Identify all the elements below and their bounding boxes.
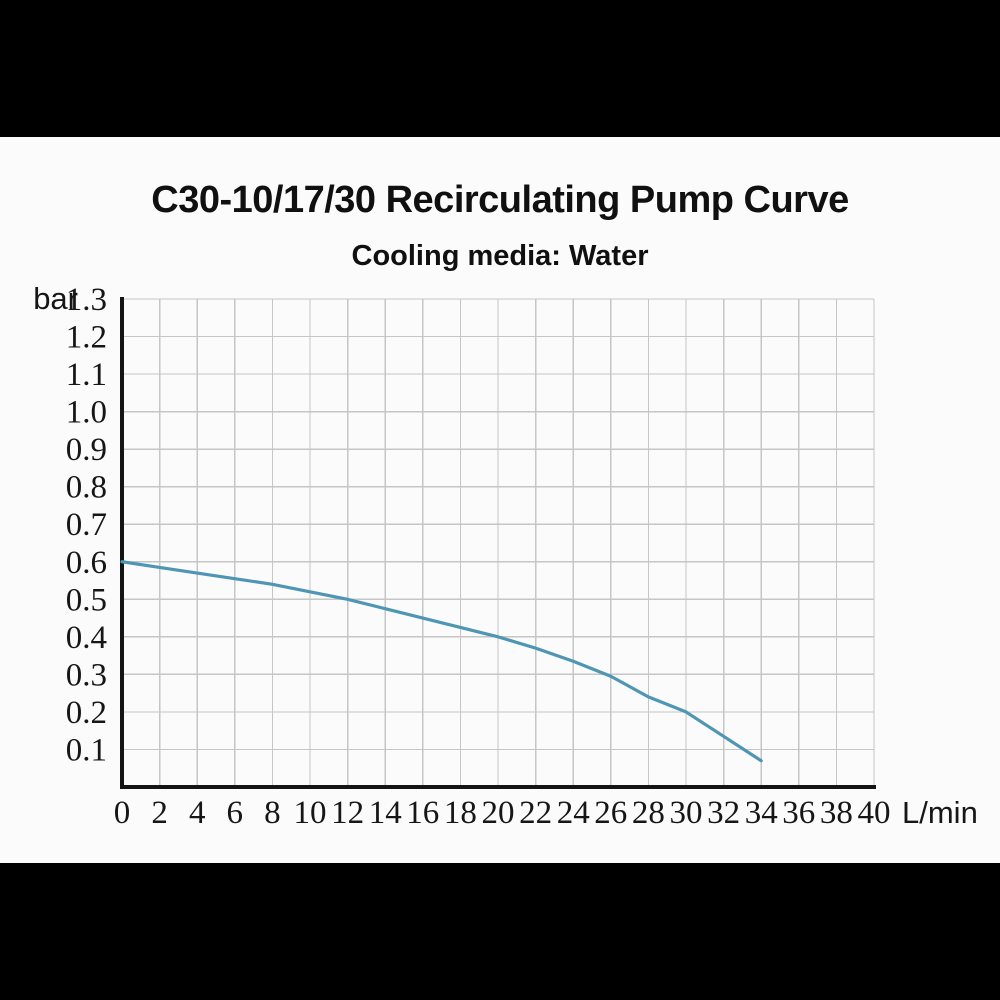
- y-tick-label: 1.0: [66, 395, 107, 431]
- pump-curve-line: [120, 560, 763, 763]
- x-tick-label: 18: [444, 795, 477, 831]
- x-tick-label: 36: [782, 795, 815, 831]
- y-tick-label: 1.3: [66, 282, 107, 318]
- pump-curve-chart: 0.10.20.30.40.50.60.70.80.91.01.11.21.30…: [33, 281, 978, 831]
- y-tick-label: 0.1: [66, 732, 107, 768]
- y-tick-label: 0.9: [66, 432, 107, 468]
- chart-panel: 0.1 0.2 0.3 0.4 0.5 0.6 0.7 0.8 0.9 1.0 1.1 1.2 1.3 0…: [0, 137, 1000, 863]
- x-tick-label: 22: [519, 795, 552, 831]
- x-tick-label: 14: [369, 795, 402, 831]
- y-tick-label: 0.5: [66, 582, 107, 618]
- y-tick-label: 0.6: [66, 545, 107, 581]
- y-tick-label: 0.2: [66, 695, 107, 731]
- axes: [120, 297, 876, 789]
- gridlines: [122, 298, 875, 787]
- x-unit-label: L/min: [902, 795, 978, 830]
- x-tick-label: 28: [632, 795, 665, 831]
- y-tick-label: 0.3: [66, 657, 107, 693]
- x-tick-label: 10: [294, 795, 327, 831]
- letterbox-bottom: [0, 863, 1000, 1000]
- y-unit-label: bar: [33, 281, 78, 316]
- x-tick-label: 40: [858, 795, 891, 831]
- y-tick-label: 0.4: [66, 620, 107, 656]
- x-tick-label: 34: [745, 795, 778, 831]
- letterbox-top: [0, 0, 1000, 137]
- chart-title: C30-10/17/30 Recirculating Pump Curve: [151, 179, 849, 221]
- x-tick-label: 26: [594, 795, 627, 831]
- x-tick-label: 8: [264, 795, 281, 831]
- x-tick-label: 0: [114, 795, 131, 831]
- x-tick-labels: 0 2 4 6 8 10 12 14 16 18 20 22 24 26 28 30 32 34 36 38 40: [114, 795, 891, 831]
- x-tick-label: 16: [406, 795, 439, 831]
- y-tick-labels: 0.10.20.30.40.50.60.70.80.91.01.11.21.3: [66, 282, 107, 768]
- y-tick-label: 1.1: [66, 357, 107, 393]
- x-tick-label: 6: [227, 795, 244, 831]
- x-tick-label: 32: [707, 795, 740, 831]
- chart-subtitle: Cooling media: Water: [351, 240, 649, 272]
- x-tick-label: 24: [557, 795, 590, 831]
- x-tick-label: 2: [151, 795, 168, 831]
- y-tick-label: 0.7: [66, 507, 107, 543]
- x-tick-label: 4: [189, 795, 206, 831]
- y-tick-label: 1.2: [66, 320, 107, 356]
- x-tick-label: 20: [482, 795, 515, 831]
- y-tick-label: 0.8: [66, 470, 107, 506]
- x-tick-label: 38: [820, 795, 853, 831]
- x-tick-label: 30: [670, 795, 703, 831]
- x-tick-label: 12: [331, 795, 364, 831]
